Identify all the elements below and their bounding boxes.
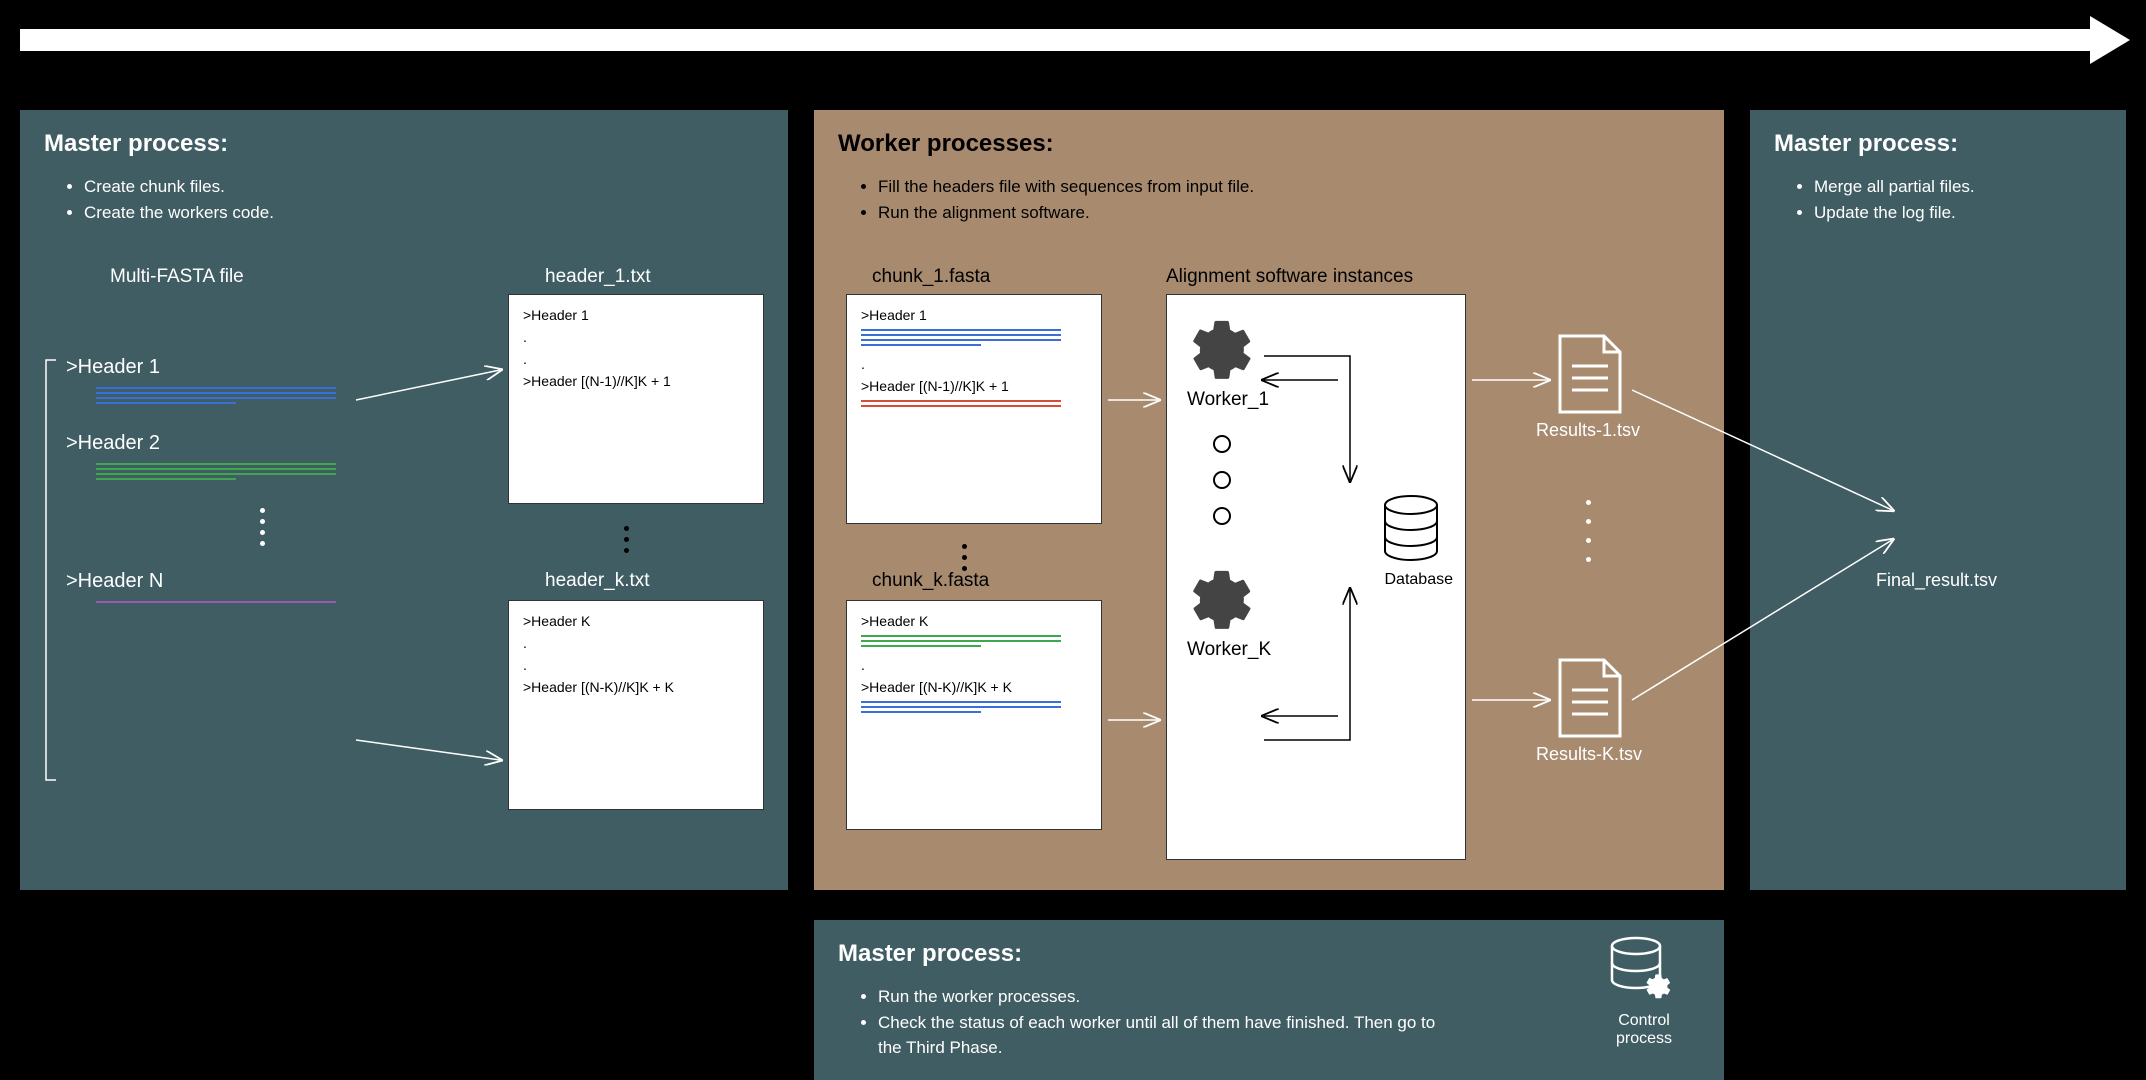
final-label: Final_result.tsv xyxy=(1876,570,1997,591)
bullet-list: Create chunk files. Create the workers c… xyxy=(44,174,764,225)
chunkk-box: >Header K . >Header [(N-K)//K]K + K xyxy=(846,600,1102,830)
vdots-icon xyxy=(962,544,967,571)
alignment-box: Worker_1 Worker_K Database xyxy=(1166,294,1466,860)
vdots-icon xyxy=(1586,500,1591,562)
header1-label: header_1.txt xyxy=(545,266,651,288)
worker1-label: Worker_1 xyxy=(1187,389,1445,411)
chunk1-label: chunk_1.fasta xyxy=(872,266,990,288)
align-label: Alignment software instances xyxy=(1166,266,1413,288)
headerk-label: header_k.txt xyxy=(545,570,650,592)
master-panel-2: Master process: Merge all partial files.… xyxy=(1750,110,2126,890)
control-process-icon xyxy=(1608,936,1678,1006)
vdots-icon xyxy=(166,508,358,546)
multifasta-content: >Header 1 >Header 2 >Header N xyxy=(66,356,358,606)
bullet-list: Merge all partial files. Update the log … xyxy=(1774,174,2102,225)
panel-title: Master process: xyxy=(1774,130,2102,158)
gear-icon xyxy=(1187,315,1257,385)
resk-label: Results-K.tsv xyxy=(1536,744,1642,765)
workerk-label: Worker_K xyxy=(1187,639,1445,661)
circle-icon xyxy=(1213,435,1231,453)
multifasta-label: Multi-FASTA file xyxy=(110,266,244,288)
master-panel-bottom: Master process: Run the worker processes… xyxy=(814,920,1724,1080)
panel-title: Master process: xyxy=(838,940,1700,968)
db-label: Database xyxy=(1385,571,1454,589)
panel-title: Master process: xyxy=(44,130,764,158)
chunk1-box: >Header 1 . >Header [(N-1)//K]K + 1 xyxy=(846,294,1102,524)
header1-box: >Header 1 . . >Header [(N-1)//K]K + 1 xyxy=(508,294,764,504)
control-label: Control process xyxy=(1594,1012,1694,1048)
database-icon xyxy=(1381,495,1441,565)
circle-icon xyxy=(1213,507,1231,525)
bullet-list: Run the worker processes. Check the stat… xyxy=(838,984,1458,1061)
res1-label: Results-1.tsv xyxy=(1536,420,1640,441)
circle-icon xyxy=(1213,471,1231,489)
bullet-list: Fill the headers file with sequences fro… xyxy=(838,174,1700,225)
headerk-box: >Header K . . >Header [(N-K)//K]K + K xyxy=(508,600,764,810)
chunkk-label: chunk_k.fasta xyxy=(872,570,989,592)
panel-title: Worker processes: xyxy=(838,130,1700,158)
vdots-icon xyxy=(624,526,629,553)
gear-icon xyxy=(1187,565,1257,635)
